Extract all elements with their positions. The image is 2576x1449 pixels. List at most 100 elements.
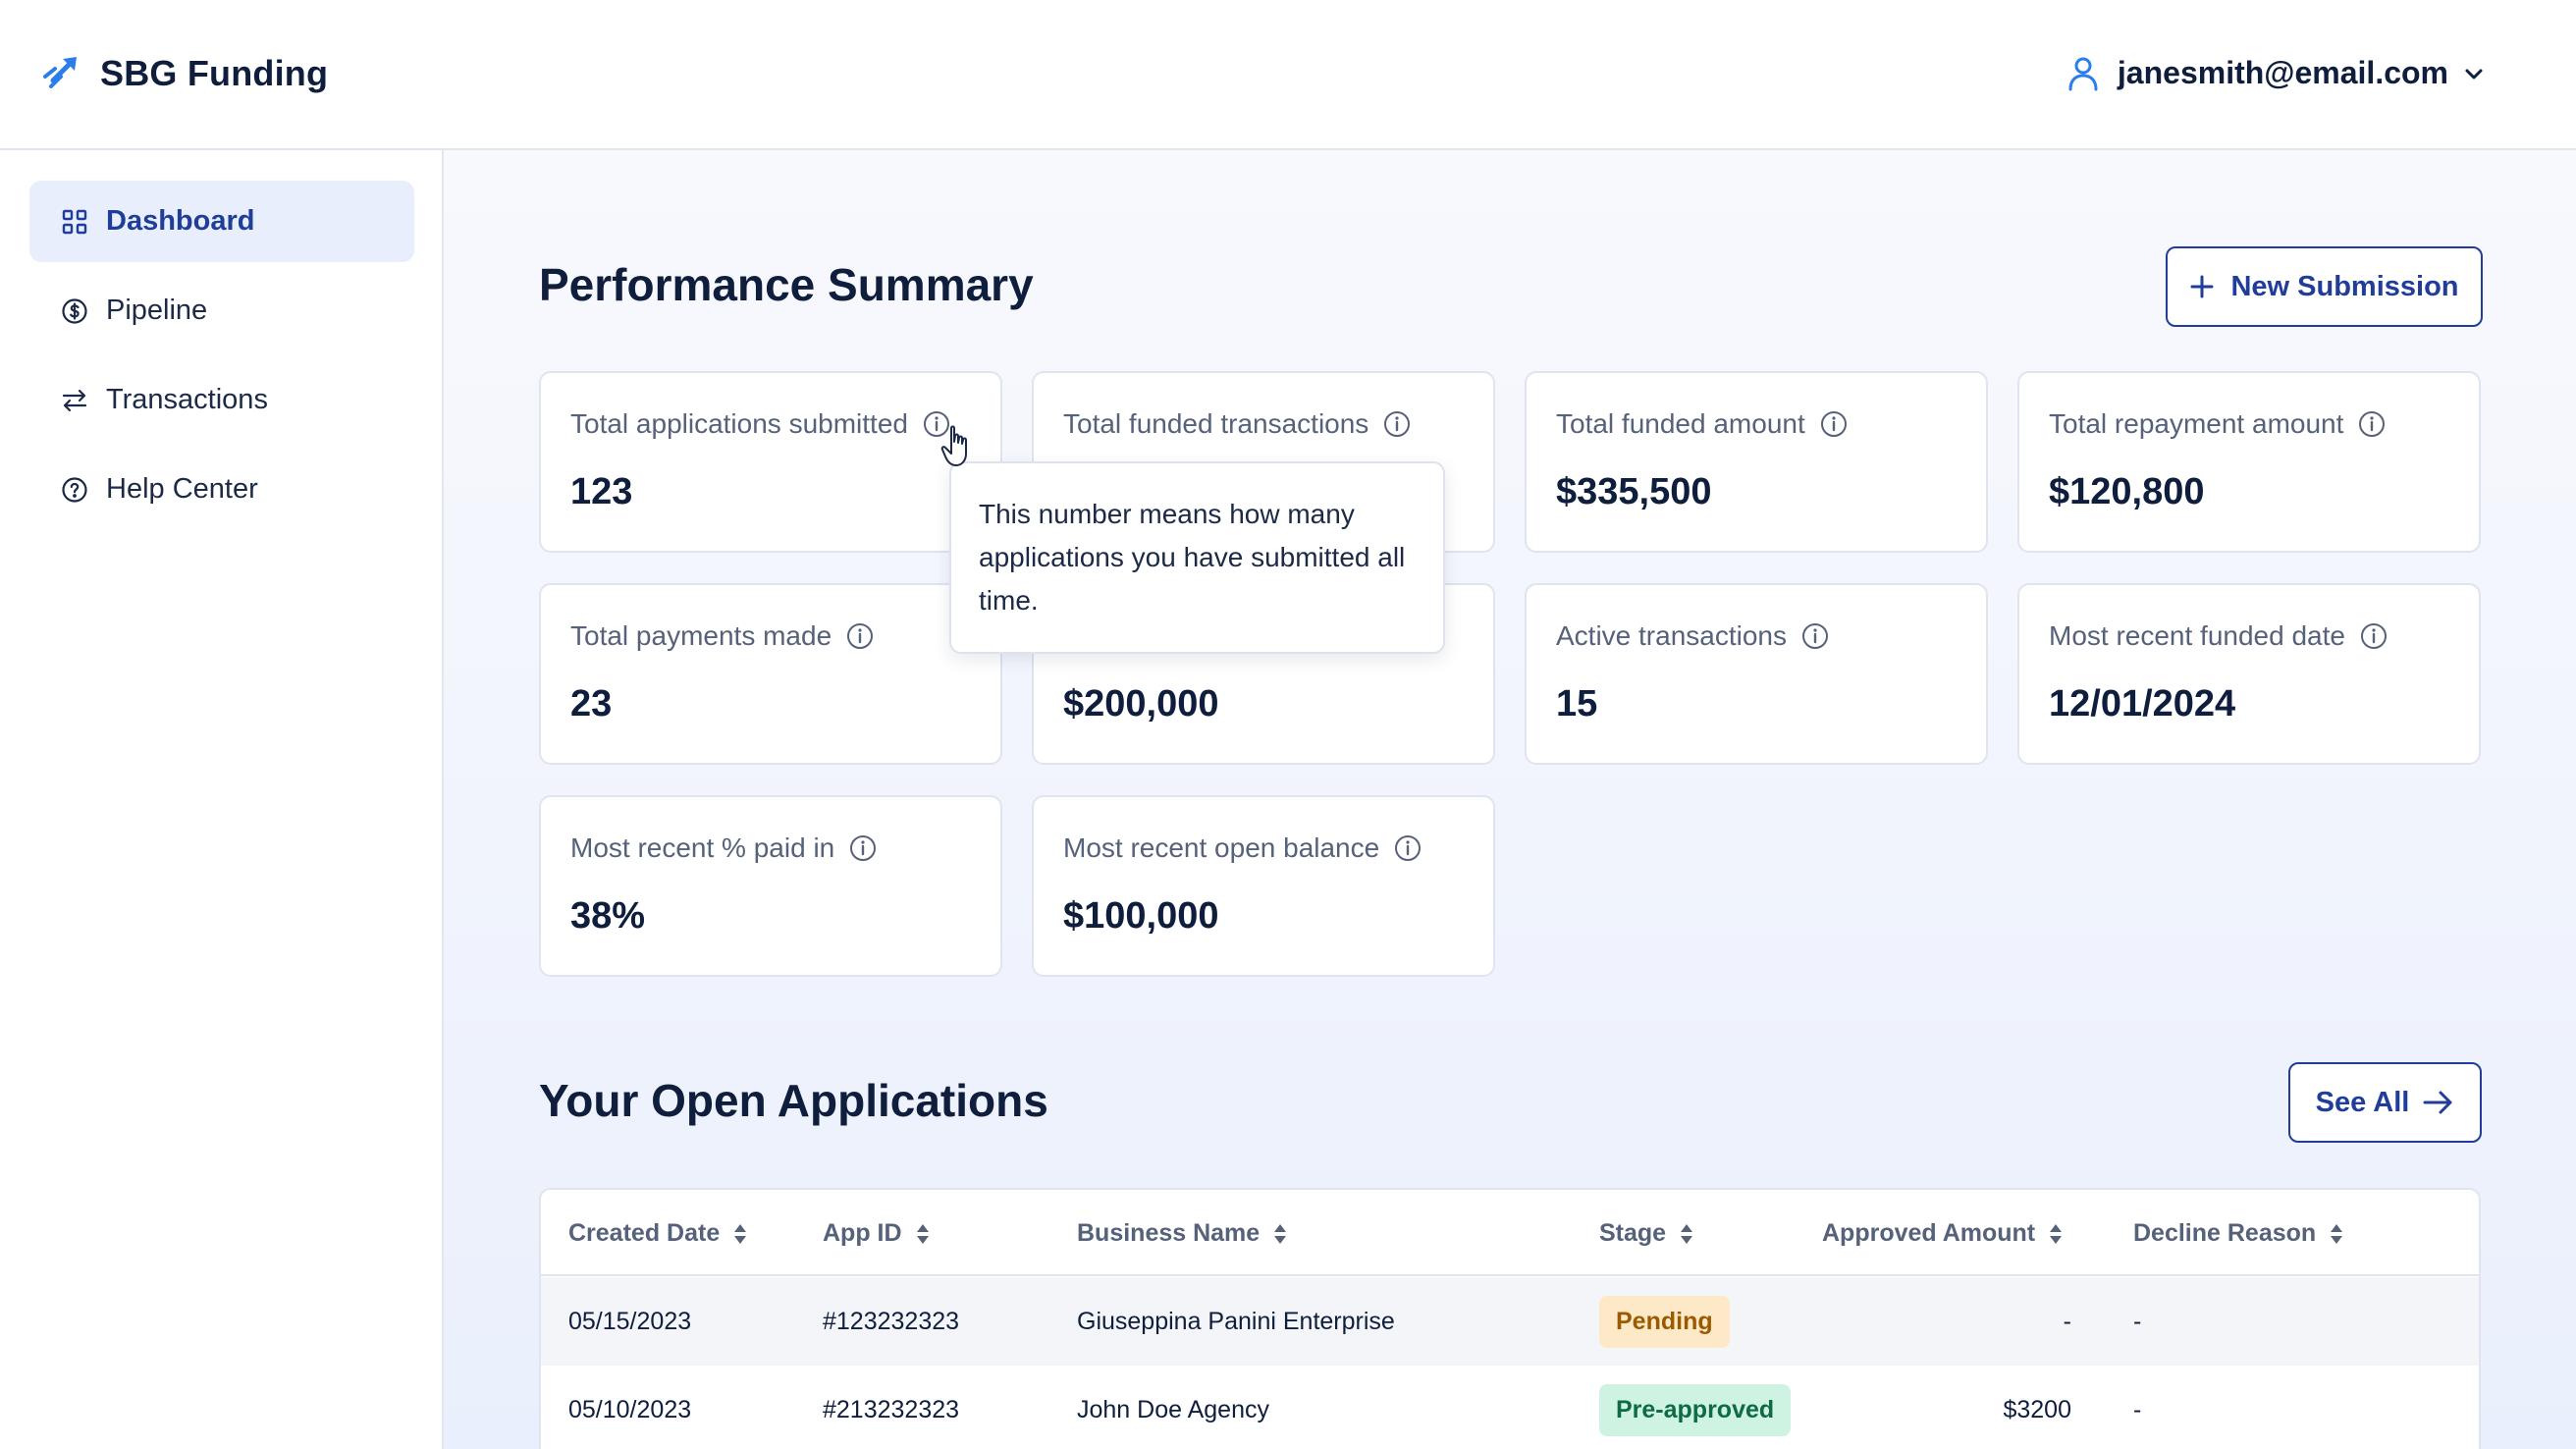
column-label: Business Name — [1077, 1219, 1261, 1247]
cell-created-date: 05/15/2023 — [568, 1307, 692, 1335]
rocket-logo-icon — [39, 47, 86, 99]
cell-app-id: #123232323 — [823, 1307, 960, 1335]
column-header-approved-amount[interactable]: Approved Amount — [1822, 1219, 2063, 1248]
status-badge: Pending — [1599, 1295, 1730, 1348]
info-icon[interactable] — [922, 409, 951, 439]
sidebar-item-help-center[interactable]: Help Center — [29, 449, 414, 530]
stat-value: 38% — [570, 895, 646, 937]
stat-card: Most recent open balance $100,000 — [1032, 795, 1495, 977]
stat-value: 23 — [570, 683, 613, 724]
see-all-label: See All — [2315, 1086, 2410, 1118]
table-row[interactable]: 05/15/2023 #123232323 Giuseppina Panini … — [541, 1277, 2479, 1366]
stat-value: 15 — [1556, 683, 1598, 724]
status-badge: Pre-approved — [1599, 1383, 1792, 1436]
stat-value: 12/01/2024 — [2049, 683, 2236, 724]
sidebar-item-dashboard[interactable]: Dashboard — [29, 181, 414, 262]
column-header-decline-reason[interactable]: Decline Reason — [2133, 1219, 2343, 1248]
stat-label: Most recent open balance — [1063, 832, 1380, 863]
column-header-created-date[interactable]: Created Date — [568, 1219, 747, 1248]
sort-icon — [2049, 1223, 2063, 1245]
sidebar-item-transactions[interactable]: Transactions — [29, 359, 414, 441]
stat-label: Total repayment amount — [2049, 408, 2344, 439]
sidebar-item-label: Help Center — [106, 473, 258, 505]
stat-value: $335,500 — [1556, 471, 1712, 512]
sort-icon — [1273, 1223, 1287, 1245]
info-icon[interactable] — [2359, 621, 2388, 651]
user-icon — [2066, 56, 2100, 91]
sidebar-item-label: Dashboard — [106, 205, 255, 237]
info-icon[interactable] — [1800, 621, 1830, 651]
hand-pointer-cursor-icon — [940, 425, 967, 466]
column-label: App ID — [823, 1219, 902, 1247]
cell-decline-reason: - — [2133, 1395, 2142, 1423]
stat-value: $100,000 — [1063, 895, 1219, 937]
info-icon[interactable] — [845, 621, 875, 651]
open-applications-title: Your Open Applications — [539, 1075, 1048, 1126]
cell-decline-reason: - — [2133, 1307, 2142, 1335]
column-header-business-name[interactable]: Business Name — [1077, 1219, 1287, 1248]
table-row[interactable]: 05/10/2023 #213232323 John Doe Agency Pr… — [541, 1366, 2479, 1449]
chevron-down-icon — [2448, 62, 2486, 85]
column-header-app-id[interactable]: App ID — [823, 1219, 930, 1248]
stat-card: Most recent % paid in 38% — [539, 795, 1002, 977]
stat-value: 123 — [570, 471, 633, 512]
new-submission-label: New Submission — [2230, 270, 2459, 302]
arrows-exchange-icon — [61, 387, 88, 414]
grid-icon — [61, 208, 88, 236]
stat-card: Total applications submitted 123 — [539, 371, 1002, 553]
cell-business-name: John Doe Agency — [1077, 1395, 1269, 1423]
sidebar: Dashboard Pipeline Transactions — [0, 150, 444, 1449]
column-label: Decline Reason — [2133, 1219, 2317, 1247]
app-name: SBG Funding — [100, 52, 329, 93]
logo[interactable]: SBG Funding — [39, 47, 328, 99]
top-header: SBG Funding janesmith@email.com — [0, 0, 2576, 150]
stat-label: Total applications submitted — [570, 408, 908, 439]
stat-card: Active transactions 15 — [1525, 583, 1988, 765]
stat-label: Total funded amount — [1556, 408, 1805, 439]
stat-value: $200,000 — [1063, 683, 1219, 724]
cell-app-id: #213232323 — [823, 1395, 960, 1423]
stat-label: Most recent % paid in — [570, 832, 835, 863]
sidebar-item-pipeline[interactable]: Pipeline — [29, 270, 414, 351]
info-icon[interactable] — [1393, 833, 1422, 863]
applications-table: Created Date App ID Business Name Stage … — [539, 1188, 2481, 1449]
stat-label: Total payments made — [570, 620, 832, 651]
stat-value: $120,800 — [2049, 471, 2205, 512]
stat-card: Most recent funded date 12/01/2024 — [2017, 583, 2481, 765]
stat-card: Total funded amount $335,500 — [1525, 371, 1988, 553]
stat-card: Total payments made 23 — [539, 583, 1002, 765]
column-label: Stage — [1599, 1219, 1667, 1247]
table-header: Created Date App ID Business Name Stage … — [541, 1190, 2479, 1276]
user-email: janesmith@email.com — [2117, 55, 2448, 90]
stat-label: Active transactions — [1556, 620, 1787, 651]
dollar-circle-icon — [61, 297, 88, 325]
column-header-stage[interactable]: Stage — [1599, 1219, 1693, 1248]
new-submission-button[interactable]: New Submission — [2166, 246, 2483, 327]
cell-business-name: Giuseppina Panini Enterprise — [1077, 1307, 1395, 1335]
sidebar-item-label: Transactions — [106, 384, 268, 415]
see-all-button[interactable]: See All — [2288, 1062, 2482, 1143]
cell-approved-amount: $3200 — [2003, 1395, 2071, 1423]
arrow-right-icon — [2423, 1090, 2454, 1115]
sort-icon — [1680, 1223, 1693, 1245]
stat-label: Total funded transactions — [1063, 408, 1369, 439]
column-label: Approved Amount — [1822, 1219, 2036, 1247]
user-menu[interactable]: janesmith@email.com — [2066, 55, 2486, 91]
sidebar-item-label: Pipeline — [106, 295, 208, 326]
question-circle-icon — [61, 476, 88, 504]
sort-icon — [916, 1223, 930, 1245]
info-icon[interactable] — [1819, 409, 1849, 439]
stat-label: Most recent funded date — [2049, 620, 2345, 651]
performance-summary-title: Performance Summary — [539, 259, 1034, 310]
stat-card: Total repayment amount $120,800 — [2017, 371, 2481, 553]
cell-created-date: 05/10/2023 — [568, 1395, 692, 1423]
info-icon[interactable] — [848, 833, 878, 863]
column-label: Created Date — [568, 1219, 721, 1247]
sort-icon — [733, 1223, 747, 1245]
main-content: Performance Summary New Submission Total… — [444, 150, 2576, 1449]
info-icon[interactable] — [1382, 409, 1412, 439]
sort-icon — [2330, 1223, 2343, 1245]
cell-approved-amount: - — [2063, 1307, 2071, 1335]
info-tooltip: This number means how many applications … — [949, 461, 1445, 654]
info-icon[interactable] — [2357, 409, 2387, 439]
